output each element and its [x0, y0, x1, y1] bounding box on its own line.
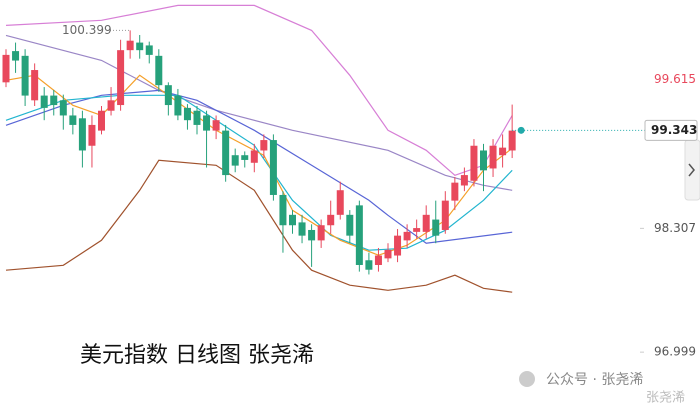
- y-tick-label: 98.307: [654, 221, 696, 235]
- candle-body: [499, 147, 507, 156]
- candle-body: [298, 222, 306, 236]
- wechat-icon: [519, 371, 535, 387]
- last-price-badge: [644, 119, 698, 141]
- candle-body: [432, 219, 440, 236]
- candle-body: [164, 85, 172, 106]
- candle-body: [78, 118, 86, 151]
- candle-body: [231, 155, 239, 166]
- candle-body: [317, 225, 325, 241]
- candle-body: [50, 95, 58, 106]
- candle-body: [355, 205, 363, 265]
- candle-body: [451, 182, 459, 201]
- last-price-label: 99.343: [651, 123, 697, 137]
- candle-body: [470, 145, 478, 181]
- y-tick-label: 96.999: [654, 345, 696, 359]
- candle-body: [21, 55, 29, 96]
- last-price-dot: [517, 126, 525, 134]
- candle-body: [174, 95, 182, 116]
- candle-body: [59, 100, 67, 116]
- candle-body: [327, 214, 335, 226]
- side-tab[interactable]: [684, 139, 700, 201]
- candle-body: [269, 140, 277, 195]
- candle-body: [489, 145, 497, 169]
- watermark: 张尧浠: [646, 391, 685, 406]
- candle-body: [107, 100, 115, 111]
- candle-body: [126, 40, 134, 51]
- candle-body: [441, 200, 449, 230]
- candle-body: [413, 228, 421, 232]
- candle-body: [117, 50, 125, 106]
- candle-body: [222, 130, 230, 176]
- candle-body: [403, 231, 411, 241]
- candle-body: [308, 229, 316, 241]
- candle-body: [212, 120, 220, 131]
- candle-body: [480, 150, 487, 171]
- candle-body: [98, 110, 105, 131]
- candle-body: [374, 255, 382, 265]
- candle-body: [12, 51, 20, 61]
- candle-body: [260, 140, 268, 151]
- candle-body: [31, 70, 39, 101]
- candle-body: [422, 214, 430, 232]
- candle-body: [183, 107, 191, 121]
- candle-body: [336, 190, 344, 215]
- candle-body: [346, 214, 354, 236]
- candle-body: [155, 55, 163, 86]
- candle-body: [394, 235, 402, 256]
- indicator-line: [5, 159, 513, 293]
- candle-body: [69, 115, 77, 125]
- candle-body: [289, 214, 296, 226]
- candle-body: [203, 115, 211, 131]
- candle-body: [88, 124, 96, 146]
- candle-body: [384, 249, 392, 259]
- candle-body: [250, 150, 258, 163]
- candle-body: [193, 110, 201, 125]
- candle-body: [241, 155, 249, 160]
- side-arrow[interactable]: [688, 163, 695, 177]
- candle-body: [2, 54, 10, 83]
- candle-body: [136, 42, 144, 51]
- candle-body: [279, 194, 287, 226]
- max-marker-label: 100.399: [62, 23, 112, 37]
- candle-body: [365, 260, 373, 270]
- candle-body: [40, 95, 48, 108]
- candle-body: [460, 175, 468, 186]
- candle-body: [145, 45, 153, 55]
- watermark: 公众号 · 张尧浠: [546, 372, 643, 388]
- chart-title: 美元指数 日线图 张尧浠: [80, 343, 314, 368]
- high-price-label: 99.615: [654, 72, 696, 86]
- candle-body: [508, 130, 516, 151]
